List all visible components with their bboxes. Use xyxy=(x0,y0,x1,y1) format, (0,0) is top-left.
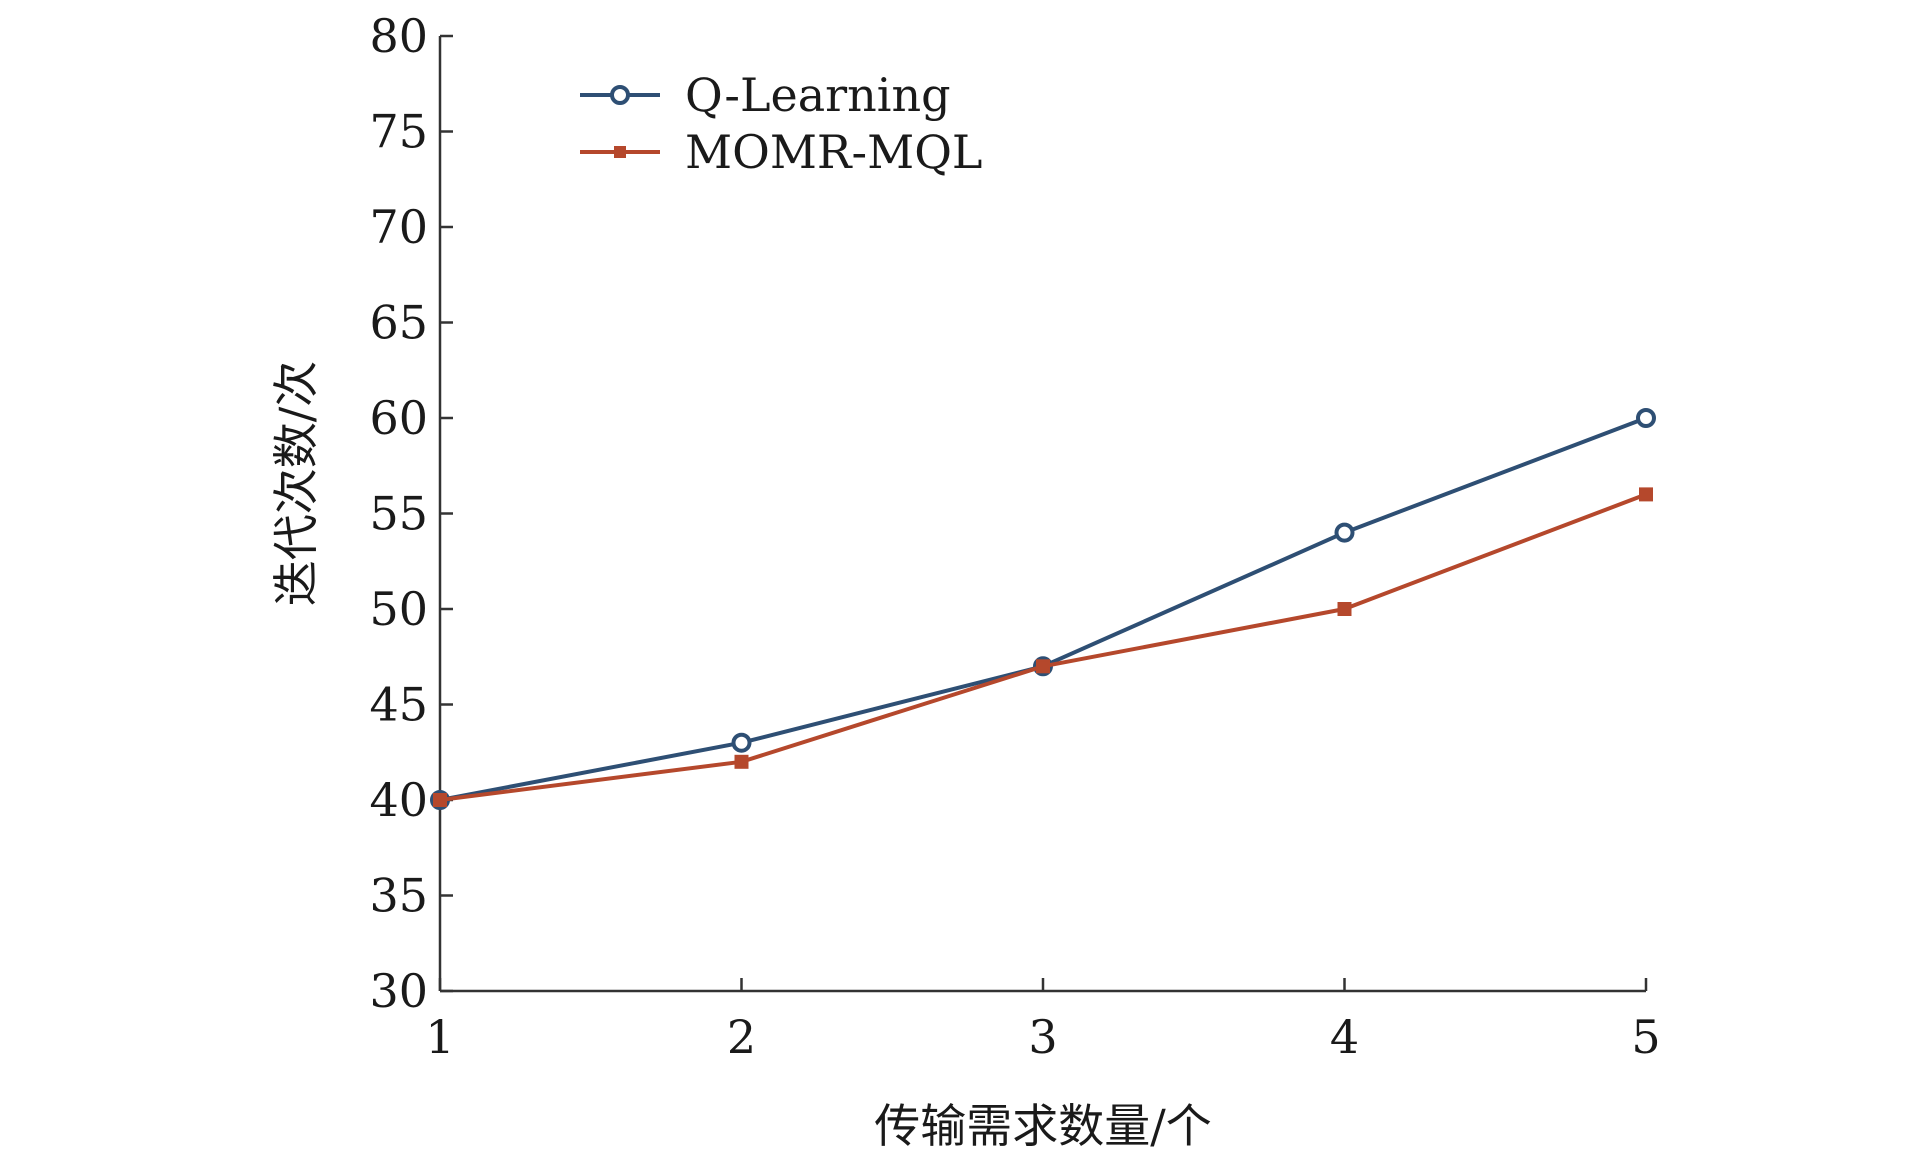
x-tick-label: 3 xyxy=(1028,1010,1057,1064)
data-point xyxy=(1636,408,1656,428)
data-point xyxy=(1337,602,1352,616)
data-point xyxy=(433,793,447,807)
legend-label: Q-Learning xyxy=(685,68,951,122)
series-momr-mql xyxy=(433,487,1653,807)
y-tick-label: 30 xyxy=(369,964,428,1018)
x-axis-title: 传输需求数量/个 xyxy=(874,1099,1212,1153)
y-tick-label: 65 xyxy=(369,296,428,350)
data-point xyxy=(1639,487,1653,502)
series-q-learning xyxy=(430,408,1656,810)
y-tick-label: 60 xyxy=(369,391,428,445)
series xyxy=(430,408,1656,810)
legend-marker xyxy=(610,85,630,105)
y-tick-label: 80 xyxy=(369,9,428,63)
data-point xyxy=(731,732,752,753)
data-point xyxy=(1036,659,1050,674)
axes xyxy=(438,36,1646,993)
y-tick-label: 35 xyxy=(369,869,428,923)
y-tick-label: 50 xyxy=(369,582,428,636)
x-tick-label: 2 xyxy=(727,1010,756,1064)
legend-entry: MOMR-MQL xyxy=(580,125,982,179)
x-tick-label: 5 xyxy=(1631,1010,1660,1064)
data-point xyxy=(734,754,749,769)
data-point xyxy=(1334,522,1355,543)
y-tick-label: 70 xyxy=(369,200,428,254)
series-line xyxy=(439,492,1647,802)
y-tick-label: 45 xyxy=(369,678,428,732)
legend-label: MOMR-MQL xyxy=(685,125,982,179)
legend-marker xyxy=(614,146,626,158)
x-tick-label: 4 xyxy=(1330,1010,1359,1064)
y-axis-title: 迭代次数/次 xyxy=(269,361,323,607)
y-tick-label: 40 xyxy=(369,773,428,827)
x-tick-label: 1 xyxy=(425,1010,454,1064)
y-tick-label: 55 xyxy=(369,487,428,541)
series-line xyxy=(439,416,1647,802)
y-tick-label: 75 xyxy=(369,105,428,159)
legend-entry: Q-Learning xyxy=(580,68,951,122)
